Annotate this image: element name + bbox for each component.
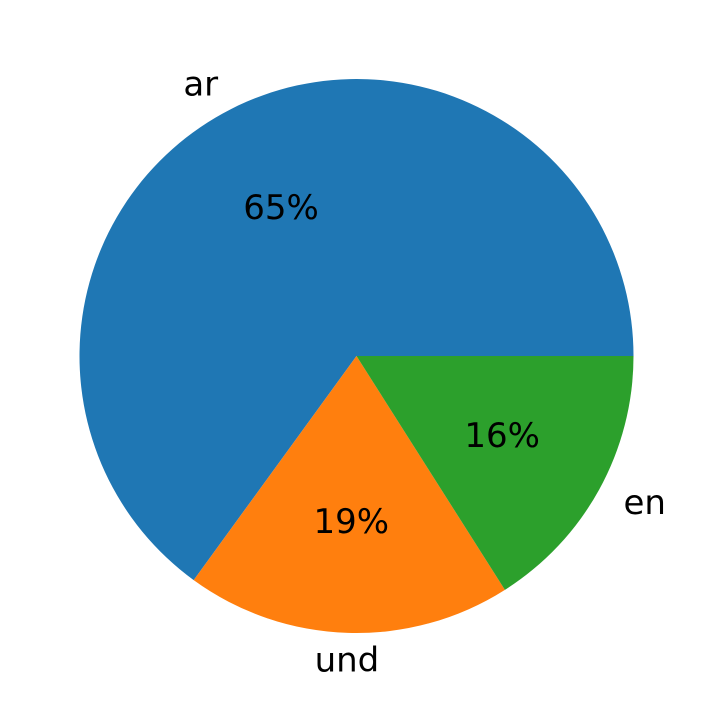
- pie-labels: ar 65% und 19% en 16%: [183, 65, 666, 681]
- slice-percent-en: 16%: [464, 416, 540, 456]
- pie-slice-en: [356, 356, 634, 590]
- slice-label-und: und: [315, 641, 380, 681]
- slice-label-en: en: [624, 483, 666, 523]
- slice-label-ar: ar: [183, 65, 218, 105]
- pie-slice-und: [193, 356, 505, 633]
- pie-slice-ar: [79, 78, 634, 581]
- pie-slices: [79, 78, 634, 633]
- slice-percent-ar: 65%: [243, 188, 319, 228]
- slice-percent-und: 19%: [313, 502, 389, 542]
